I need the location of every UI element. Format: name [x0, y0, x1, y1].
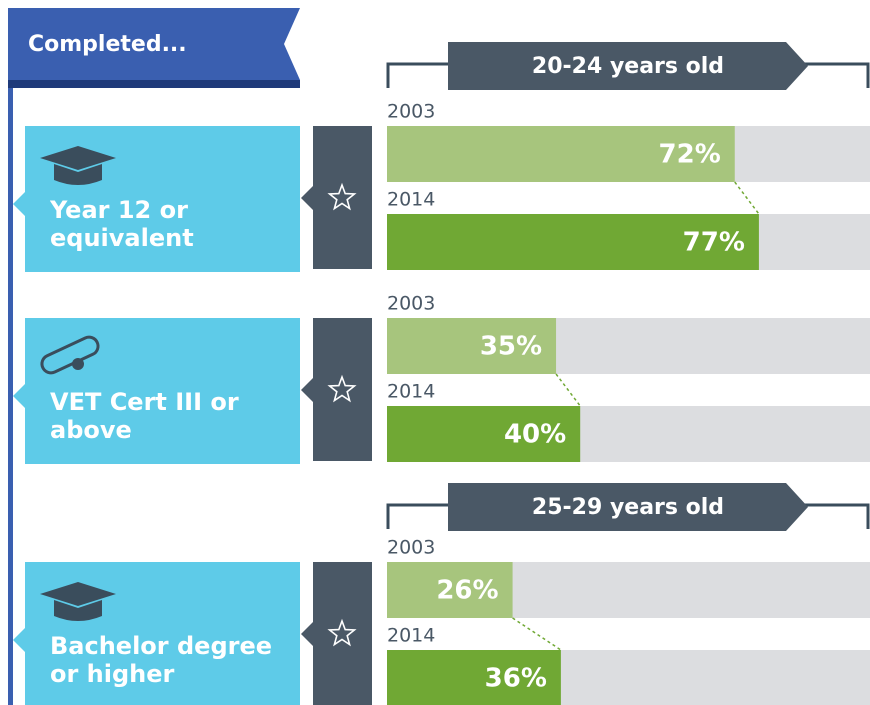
cap-icon	[40, 146, 116, 170]
bar	[387, 126, 735, 182]
age-header-label: 20-24 years old	[532, 54, 724, 79]
category-wrap: Year 12 or equivalent	[50, 196, 194, 252]
star-box	[313, 318, 372, 461]
category-wrap: VET Cert III or above	[50, 388, 239, 444]
timeline-bar	[8, 80, 13, 705]
bar	[387, 406, 581, 462]
category-pointer	[301, 622, 313, 646]
cap-icon-base	[54, 600, 102, 621]
age-header	[448, 42, 808, 90]
star-box	[313, 126, 372, 269]
category-pointer	[13, 384, 25, 408]
age-header	[448, 483, 808, 531]
year-label: 2014	[387, 381, 435, 403]
bar	[387, 318, 557, 374]
category-label: Year 12 or equivalent	[50, 196, 194, 252]
star-icon	[327, 374, 357, 403]
category-box	[25, 318, 300, 464]
category-pointer	[13, 628, 25, 652]
connector	[512, 617, 562, 651]
value-label: 72%	[659, 140, 721, 170]
category-wrap: Bachelor degree or higher	[50, 632, 273, 688]
value-label: 35%	[480, 332, 542, 362]
cap-icon	[40, 582, 116, 606]
bar	[387, 214, 759, 270]
value-label: 26%	[436, 576, 498, 606]
category-pointer	[13, 192, 25, 216]
title-banner	[8, 8, 300, 80]
year-label: 2003	[387, 537, 435, 559]
value-label: 36%	[485, 664, 547, 694]
category-label: VET Cert III or above	[50, 388, 239, 444]
bar	[387, 650, 561, 705]
connector	[555, 373, 581, 407]
value-label: 40%	[504, 420, 566, 450]
title: Completed...	[28, 32, 187, 57]
star-box	[313, 562, 372, 705]
value-label: 77%	[683, 228, 745, 258]
category-label: Bachelor degree or higher	[50, 632, 273, 688]
star-icon	[327, 618, 357, 647]
age-header-label: 25-29 years old	[532, 495, 724, 520]
connector	[734, 181, 760, 215]
star-icon	[327, 182, 357, 211]
ribbon-icon	[72, 358, 84, 370]
title-underline	[8, 80, 300, 88]
year-label: 2003	[387, 293, 435, 315]
year-label: 2003	[387, 101, 435, 123]
year-label: 2014	[387, 189, 435, 211]
category-pointer	[301, 378, 313, 402]
cap-icon-base	[54, 164, 102, 185]
category-pointer	[301, 186, 313, 210]
year-label: 2014	[387, 625, 435, 647]
bar	[387, 562, 513, 618]
